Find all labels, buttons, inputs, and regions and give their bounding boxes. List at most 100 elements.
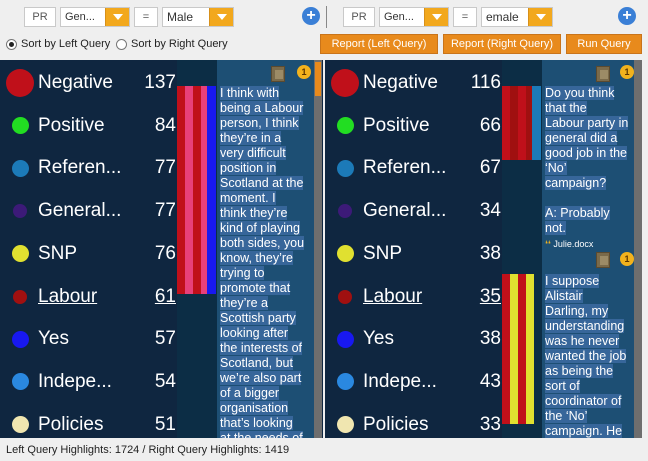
code-row[interactable]: Labour 35 xyxy=(325,276,502,318)
radio-unselected-icon xyxy=(116,38,127,50)
code-row[interactable]: Negative 116 xyxy=(325,62,502,104)
code-count: 84 xyxy=(154,114,176,136)
document-icon[interactable] xyxy=(596,252,610,268)
right-query-bar: PR Gen... = emale xyxy=(343,6,557,28)
right-pr-field[interactable]: PR xyxy=(343,7,375,27)
count-badge: 1 xyxy=(620,252,634,266)
right-operator-field[interactable]: = xyxy=(453,7,477,27)
right-snippet-column: 1 Do you think that the Labour party in gen… xyxy=(542,60,634,438)
code-row[interactable]: Yes 57 xyxy=(0,318,177,360)
code-color-icon xyxy=(11,416,29,434)
stripe-red[interactable] xyxy=(193,86,201,294)
snippet-line: not. xyxy=(545,221,566,235)
left-operator-field[interactable]: = xyxy=(134,7,158,27)
right-results-panel: Negative 116 Positive 66 Referen... 67 General… xyxy=(325,60,642,438)
stripe-red[interactable] xyxy=(518,86,526,160)
code-row[interactable]: Policies 33 xyxy=(325,404,502,438)
left-value-text: Male xyxy=(167,10,194,24)
code-color-icon xyxy=(338,204,352,219)
left-attribute-dropdown[interactable]: Gen... xyxy=(60,7,130,27)
right-snippet-text-2[interactable]: I suppose Alistair Darling, my understandin… xyxy=(545,274,634,438)
code-row[interactable]: Policies 51 xyxy=(0,404,177,438)
stripe-negative-2[interactable] xyxy=(502,274,510,424)
code-color-icon xyxy=(336,159,354,177)
right-coding-stripes xyxy=(502,60,542,438)
sort-right-radio[interactable]: Sort by Right Query xyxy=(116,38,228,50)
right-scrollbar[interactable] xyxy=(634,60,642,438)
snippet-line: sort of xyxy=(545,379,580,393)
sort-left-radio[interactable]: Sort by Left Query xyxy=(6,38,110,50)
left-scrollbar[interactable] xyxy=(314,60,322,438)
sort-right-label: Sort by Right Query xyxy=(131,38,228,50)
sort-left-label: Sort by Left Query xyxy=(21,38,111,50)
add-left-query-icon[interactable]: + xyxy=(302,7,320,25)
left-snippet-text[interactable]: I think with being a Labour person, I thin… xyxy=(220,86,314,438)
code-row[interactable]: Positive 66 xyxy=(325,105,502,147)
stripe-pink[interactable] xyxy=(185,86,193,294)
snippet-line: organisation xyxy=(220,401,289,415)
code-row[interactable]: Indepe... 54 xyxy=(0,361,177,403)
stripe-labour-2[interactable] xyxy=(526,86,532,160)
code-count: 34 xyxy=(479,200,501,222)
snippet-line: Scottish party xyxy=(220,311,296,325)
snippet-line: very difficult xyxy=(220,146,286,160)
snippet-line: ‘No’ xyxy=(545,161,567,175)
code-row[interactable]: SNP 38 xyxy=(325,233,502,275)
stripe-snp[interactable] xyxy=(510,274,518,424)
code-row[interactable]: Indepe... 43 xyxy=(325,361,502,403)
code-row[interactable]: SNP 76 xyxy=(0,233,177,275)
right-snippet-text-1[interactable]: Do you think that the Labour party in gener… xyxy=(545,86,634,236)
stripe-pink-2[interactable] xyxy=(201,86,207,294)
code-name: Labour xyxy=(363,285,423,307)
code-name: Policies xyxy=(38,413,104,435)
chevron-down-icon xyxy=(105,8,129,26)
chevron-down-icon xyxy=(424,8,448,26)
file-label: ❛❛ Julie.docx xyxy=(545,239,593,250)
left-value-dropdown[interactable]: Male xyxy=(162,7,234,27)
chevron-down-icon xyxy=(528,8,552,26)
code-row[interactable]: General... 34 xyxy=(325,190,502,232)
stripe-snp-2[interactable] xyxy=(526,274,534,424)
code-name: SNP xyxy=(38,242,78,264)
snippet-line: general did a xyxy=(545,131,618,145)
stripe-yes[interactable] xyxy=(207,86,216,294)
code-color-icon xyxy=(331,69,359,97)
document-icon[interactable] xyxy=(596,66,610,82)
snippet-line: as being the xyxy=(545,364,614,378)
code-name: Positive xyxy=(363,114,430,136)
code-row[interactable]: Positive 84 xyxy=(0,105,177,147)
stripe-referendum[interactable] xyxy=(532,86,541,160)
report-right-button[interactable]: Report (Right Query) xyxy=(443,34,561,54)
left-query-bar: PR Gen... = Male xyxy=(24,6,238,28)
code-row[interactable]: Referen... 77 xyxy=(0,147,177,189)
stripe-negative[interactable] xyxy=(502,86,510,160)
code-row[interactable]: Yes 38 xyxy=(325,318,502,360)
code-color-icon xyxy=(336,373,354,391)
right-value-dropdown[interactable]: emale xyxy=(481,7,553,27)
code-name: SNP xyxy=(363,242,403,264)
code-name: Indepe... xyxy=(38,370,112,392)
code-color-icon xyxy=(6,69,34,97)
code-row[interactable]: Referen... 67 xyxy=(325,147,502,189)
snippet-line: understanding xyxy=(545,319,625,333)
left-scroll-thumb[interactable] xyxy=(315,62,321,96)
left-pr-field[interactable]: PR xyxy=(24,7,56,27)
stripe-red-2[interactable] xyxy=(518,274,526,424)
right-attribute-dropdown[interactable]: Gen... xyxy=(379,7,449,27)
stripe-labour[interactable] xyxy=(510,86,518,160)
status-bar: Left Query Highlights: 1724 / Right Quer… xyxy=(6,444,290,456)
code-color-icon xyxy=(11,159,29,177)
snippet-line: they’re in a xyxy=(220,131,282,145)
code-count: 51 xyxy=(154,413,176,435)
code-row[interactable]: Labour 61 xyxy=(0,276,177,318)
code-color-icon xyxy=(11,117,29,135)
code-row[interactable]: General... 77 xyxy=(0,190,177,232)
report-left-button[interactable]: Report (Left Query) xyxy=(320,34,438,54)
snippet-line: campaign. He xyxy=(545,424,623,438)
stripe-negative[interactable] xyxy=(177,86,185,294)
run-query-button[interactable]: Run Query xyxy=(566,34,642,54)
code-row[interactable]: Negative 137 xyxy=(0,62,177,104)
document-icon[interactable] xyxy=(271,66,285,82)
code-color-icon xyxy=(11,373,29,391)
add-right-query-icon[interactable]: + xyxy=(618,7,636,25)
